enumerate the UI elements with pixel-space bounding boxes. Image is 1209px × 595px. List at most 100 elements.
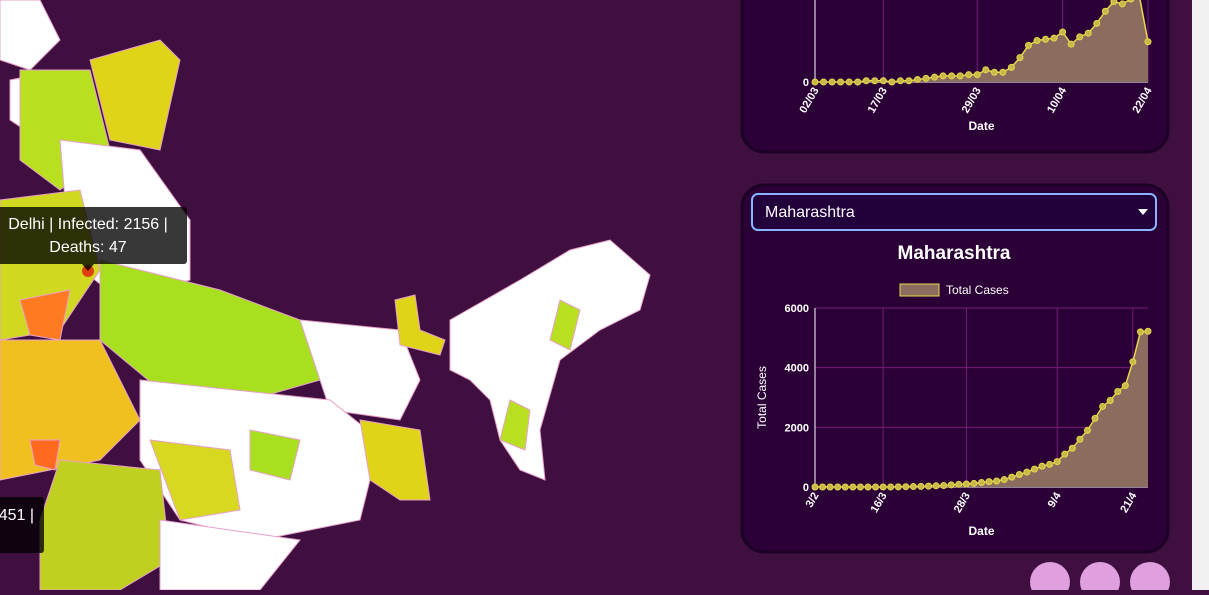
y-tick-label: 6000 [785,303,809,315]
point [1067,40,1075,48]
point [1114,388,1122,396]
point [1015,470,1023,478]
point [973,71,981,79]
line [815,0,1149,83]
state-dropdown[interactable] [751,193,1157,231]
point [1127,0,1135,3]
point [965,71,973,79]
point [819,483,827,491]
point [1008,473,1016,481]
point [978,479,985,487]
point [834,483,842,491]
point [1099,402,1107,410]
y-tick-label: 2000 [785,422,809,434]
area [815,331,1148,487]
point [820,78,828,86]
point [962,480,970,488]
point [1106,396,1114,404]
point [1038,462,1046,470]
point [1033,37,1041,45]
point [871,77,879,85]
point [917,482,925,490]
point [1093,19,1101,27]
chart-title: Maharashtra [898,243,1011,264]
point [1144,327,1152,335]
instagram-icon[interactable] [1030,562,1070,595]
point [913,76,921,84]
y-axis-label: Total Cases [755,366,769,429]
point [925,482,933,490]
x-axis-label: Date [968,119,994,133]
point [1101,7,1109,15]
point [1068,444,1076,452]
point [841,483,849,491]
point [1110,0,1118,5]
point [1118,0,1126,8]
point [872,483,880,491]
tooltip: 451 | [0,497,44,553]
legend-swatch [899,283,940,297]
point [932,482,940,490]
point [922,74,930,82]
x-axis-label: Date [968,524,994,538]
point [1059,28,1067,36]
point [940,482,948,490]
point [879,77,887,85]
whatsapp-icon[interactable] [1130,562,1170,595]
point [939,72,947,80]
legend-label: Total Cases [946,283,1009,297]
point [905,77,913,85]
y-tick-label: 4000 [785,363,809,375]
point [856,483,864,491]
point [862,77,870,85]
point [970,479,978,487]
point [1129,358,1137,366]
point [1061,450,1069,458]
map [0,0,651,591]
area [815,0,1148,82]
point [999,68,1007,76]
point [1007,63,1015,71]
point [1083,426,1091,434]
point [1030,465,1038,473]
point [1023,468,1031,476]
point [845,78,853,86]
point [1084,29,1092,37]
point [982,66,990,74]
point [1144,38,1152,46]
point [837,78,845,86]
point [1121,382,1129,390]
point [956,72,964,80]
tooltip-line: Delhi | Infected: 2156 | [8,216,168,233]
point [1136,328,1144,336]
point [948,72,956,80]
dropdown-arrow [1138,209,1148,215]
point [993,477,1001,485]
tooltip: Delhi | Infected: 2156 | Deaths: 47 [0,207,187,271]
point [826,483,834,491]
point [811,483,819,491]
scrollbar[interactable] [1192,0,1209,590]
dropdown-value: Maharashtra [765,204,855,221]
point [854,78,862,86]
point [947,481,955,489]
point [879,483,887,491]
point [888,78,896,86]
point [887,483,895,491]
point [1000,476,1008,484]
point [990,68,998,76]
point [1053,458,1061,466]
point [985,478,993,486]
point [1016,54,1024,62]
point [902,483,910,491]
point [1024,41,1032,49]
point [1076,33,1084,41]
tooltip-line: 451 | [0,507,34,524]
point [894,483,902,491]
y-tick-label: 0 [803,482,809,494]
twitter-icon[interactable] [1080,562,1120,595]
point [955,480,963,488]
point [931,73,939,81]
